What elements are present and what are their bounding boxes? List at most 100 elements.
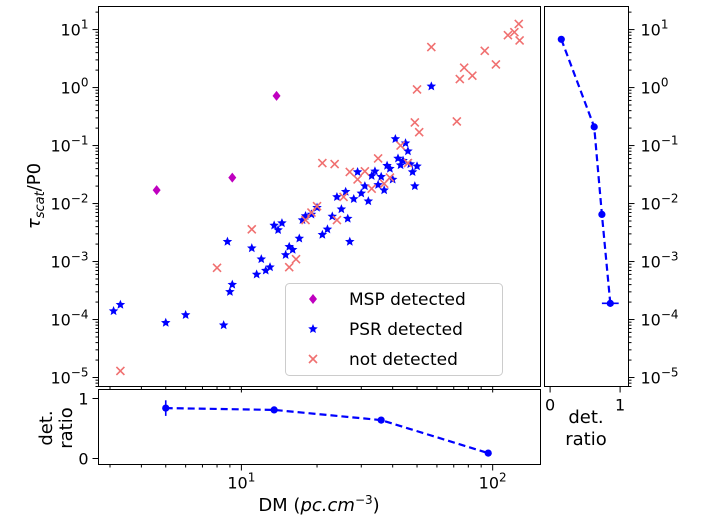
data-point [256, 254, 267, 264]
data-point [515, 35, 525, 45]
data-point [396, 140, 406, 151]
data-point [514, 19, 524, 29]
data-point [312, 201, 322, 211]
main-data-points [108, 19, 525, 376]
data-point [414, 127, 424, 137]
right-y-tick-label: 100 [641, 76, 669, 98]
data-point [338, 192, 349, 202]
data-point [291, 254, 301, 264]
data-point [180, 309, 191, 319]
data-point [222, 236, 233, 246]
data-point [115, 299, 126, 309]
data-point [251, 269, 262, 279]
right-ratio-point [590, 123, 598, 131]
data-point [227, 279, 238, 289]
data-point [115, 366, 125, 376]
data-point [284, 262, 294, 272]
bottom-ratio-point [162, 404, 170, 412]
data-point [379, 185, 389, 195]
legend-marker [308, 354, 318, 364]
data-point [385, 163, 395, 173]
main-plot-frame [98, 6, 541, 387]
data-point [345, 167, 355, 177]
bottom-ratio-point [377, 416, 385, 424]
data-point [403, 158, 413, 168]
bottom-x-tick-label: 102 [479, 471, 507, 493]
data-point [367, 184, 377, 194]
data-point [459, 63, 469, 73]
data-point [400, 138, 411, 148]
data-point [410, 117, 420, 128]
data-point [212, 263, 222, 273]
data-point [467, 71, 477, 81]
y-tick-label: 10−4 [50, 308, 88, 330]
bottom-axis-ticks: 0 1 101 102 [78, 390, 506, 493]
data-point [426, 81, 437, 91]
right-y-tick-label: 10−1 [641, 134, 679, 156]
right-ratio-series [557, 35, 619, 307]
data-point [342, 213, 353, 223]
data-point [398, 155, 408, 165]
right-y-tick-label: 10−5 [641, 366, 679, 388]
data-point [412, 161, 422, 171]
data-point [356, 188, 367, 198]
data-point [108, 306, 119, 316]
data-point [349, 193, 359, 203]
data-point [503, 30, 513, 40]
data-point [287, 244, 298, 254]
legend-entry: not detected [349, 350, 458, 370]
data-point [317, 229, 328, 239]
data-point [353, 174, 363, 185]
data-point [403, 146, 413, 156]
bottom-ratio-point [270, 406, 278, 414]
data-point [352, 167, 363, 177]
data-point [452, 116, 462, 127]
data-point [373, 153, 383, 163]
y-tick-label: 10−2 [50, 192, 88, 214]
bottom-plot-frame [98, 389, 541, 465]
bottom-ratio-point [484, 449, 492, 457]
data-point [332, 191, 342, 201]
data-point [509, 27, 519, 37]
y-tick-label: 10−3 [50, 250, 88, 272]
data-point [405, 159, 416, 169]
bottom-x-tick-label: 101 [227, 471, 255, 493]
data-point [330, 159, 340, 169]
right-ratio-line [560, 38, 612, 304]
right-y-tick-label: 10−2 [641, 192, 679, 214]
y-tick-label: 10−5 [50, 366, 88, 388]
right-x-tick-label: 0 [545, 396, 555, 415]
legend-marker [308, 324, 318, 334]
bottom-ratio-series [162, 400, 492, 457]
main-y-axis-label: τscat/P0 [24, 163, 48, 229]
legend-box [285, 283, 503, 376]
right-x-axis-label: det. ratio [565, 407, 607, 450]
data-point [370, 166, 380, 176]
data-point [455, 74, 465, 84]
data-point [336, 204, 347, 214]
data-point [152, 185, 161, 196]
legend: MSP detected PSR detected not detected [285, 283, 503, 376]
bottom-ratio-line [165, 407, 489, 455]
data-point [273, 224, 283, 235]
main-y-axis-ticks: 10−5 10−4 10−3 10−2 10−1 100 101 [50, 11, 494, 393]
bottom-x-axis-label: DM (pc.cm−3) [258, 493, 379, 516]
data-point [426, 42, 436, 52]
right-x-tick-label: 1 [615, 396, 625, 415]
data-point [228, 172, 237, 183]
data-point [225, 286, 235, 296]
data-point [269, 220, 279, 230]
right-ratio-point [598, 210, 606, 218]
legend-entry: PSR detected [349, 320, 463, 340]
right-ratio-point [557, 35, 565, 43]
data-point [387, 174, 398, 184]
data-point [385, 173, 395, 183]
data-point [218, 320, 229, 330]
data-point [265, 262, 275, 272]
right-y-tick-label: 101 [641, 18, 669, 40]
right-y-tick-label: 10−4 [641, 308, 679, 330]
data-point [395, 160, 406, 170]
data-point [277, 218, 287, 228]
